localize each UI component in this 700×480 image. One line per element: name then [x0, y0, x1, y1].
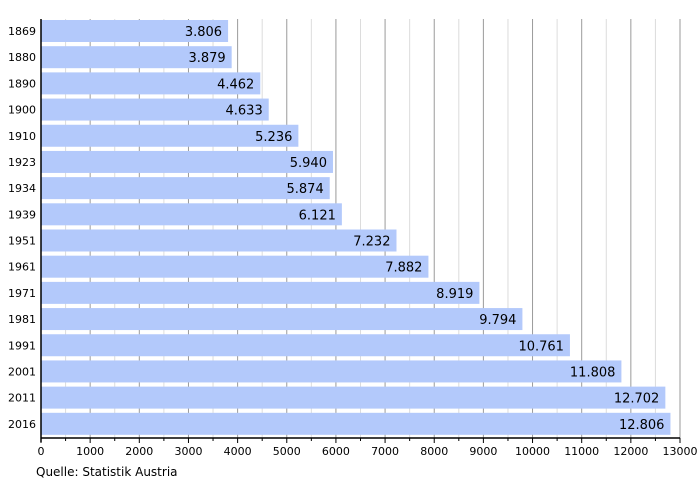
value-label-2016: 12.806: [619, 418, 665, 433]
value-label-1923: 5.940: [290, 156, 327, 171]
bar-1869: [41, 20, 229, 42]
x-tick-label-1000: 1000: [76, 445, 104, 458]
bar-1939: [41, 203, 342, 226]
bar-2001: [41, 360, 622, 383]
source-note: Quelle: Statistik Austria: [36, 465, 178, 479]
bar-1910: [41, 124, 299, 147]
value-label-1880: 3.879: [188, 51, 225, 66]
x-tick-label-12000: 12000: [613, 445, 648, 458]
bar-1951: [41, 229, 397, 252]
bar-1981: [41, 308, 523, 331]
bar-1934: [41, 177, 330, 200]
x-tick-label-10000: 10000: [515, 445, 550, 458]
value-label-1869: 3.806: [185, 25, 222, 40]
value-label-1961: 7.882: [385, 261, 422, 276]
value-label-1939: 6.121: [299, 208, 336, 223]
category-label-2016: 2016: [8, 418, 36, 431]
bar-1890: [41, 72, 261, 95]
x-tick-label-3000: 3000: [174, 445, 202, 458]
category-label-1981: 1981: [8, 313, 36, 326]
category-label-1880: 1880: [8, 51, 36, 64]
x-tick-label-9000: 9000: [469, 445, 497, 458]
value-label-1971: 8.919: [436, 287, 473, 302]
bar-1971: [41, 281, 480, 304]
x-tick-label-11000: 11000: [564, 445, 599, 458]
category-label-1961: 1961: [8, 261, 36, 274]
category-label-1923: 1923: [8, 156, 36, 169]
value-label-1951: 7.232: [353, 235, 390, 250]
bar-1880: [41, 46, 232, 69]
value-label-1910: 5.236: [255, 130, 292, 145]
x-tick-label-7000: 7000: [371, 445, 399, 458]
axes: 1869 1880 1890 1900 1910 1923 1934 1939 1951 1961…: [8, 19, 698, 458]
value-label-2001: 11.808: [570, 365, 616, 380]
value-label-1890: 4.462: [217, 77, 254, 92]
category-label-1971: 1971: [8, 287, 36, 300]
value-label-2011: 12.702: [614, 392, 660, 407]
bar-1900: [41, 98, 269, 121]
bar-2011: [41, 386, 666, 409]
bar-1923: [41, 150, 333, 173]
x-tick-label-5000: 5000: [273, 445, 301, 458]
category-label-1934: 1934: [8, 182, 36, 195]
category-label-1910: 1910: [8, 130, 36, 143]
value-label-1991: 10.761: [518, 339, 564, 354]
value-label-1934: 5.874: [287, 182, 324, 197]
category-label-1869: 1869: [8, 25, 36, 38]
category-label-2011: 2011: [8, 392, 36, 405]
bar-1991: [41, 334, 570, 357]
category-label-1939: 1939: [8, 208, 36, 221]
category-label-1951: 1951: [8, 235, 36, 248]
bar-2016: [41, 412, 671, 435]
category-label-1900: 1900: [8, 104, 36, 117]
value-label-1981: 9.794: [479, 313, 516, 328]
bar-1961: [41, 255, 429, 278]
x-tick-label-0: 0: [38, 445, 45, 458]
x-tick-label-8000: 8000: [420, 445, 448, 458]
bars: 3.806 3.879 4.462 4.633 5.236 5.940 5.874 6.121…: [41, 20, 671, 435]
value-label-1900: 4.633: [226, 104, 263, 119]
category-label-2001: 2001: [8, 365, 36, 378]
x-tick-label-2000: 2000: [125, 445, 153, 458]
category-label-1991: 1991: [8, 339, 36, 352]
category-label-1890: 1890: [8, 77, 36, 90]
x-tick-label-13000: 13000: [663, 445, 698, 458]
x-tick-label-6000: 6000: [322, 445, 350, 458]
x-tick-label-4000: 4000: [224, 445, 252, 458]
